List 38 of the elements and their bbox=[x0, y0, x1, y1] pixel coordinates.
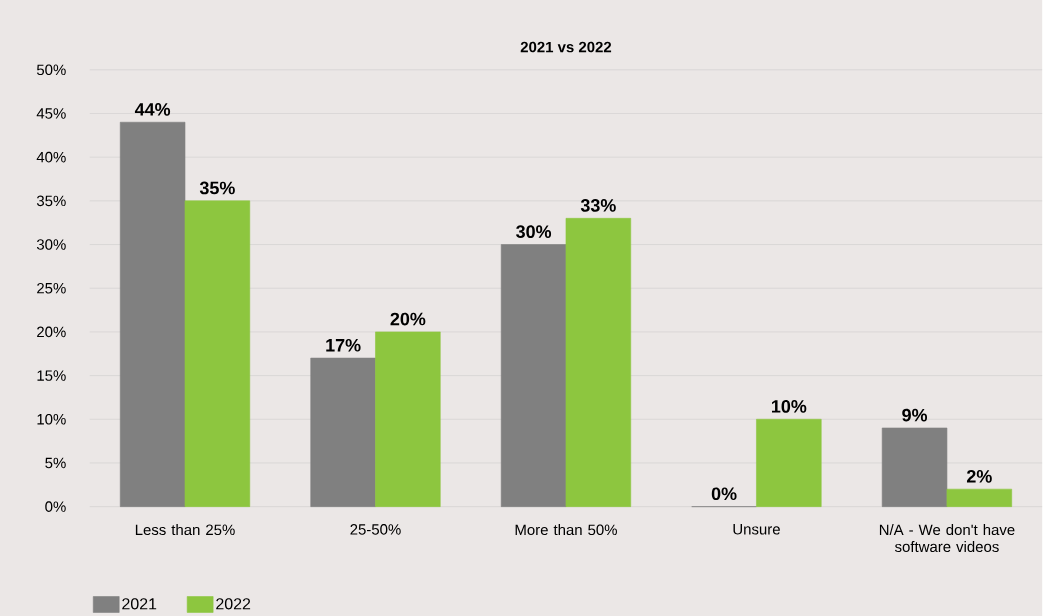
y-tick-label: 45% bbox=[36, 108, 66, 119]
x-tick-label: Less than 25% bbox=[135, 523, 235, 535]
data-label: 9% bbox=[902, 408, 928, 422]
bar bbox=[310, 357, 376, 507]
y-tick-label: 20% bbox=[37, 326, 66, 338]
legend-label: 2022 bbox=[216, 598, 251, 610]
bar bbox=[946, 488, 1013, 507]
bar bbox=[375, 331, 441, 507]
data-label: 10% bbox=[772, 399, 807, 413]
data-label: 44% bbox=[134, 102, 171, 116]
y-tick-label: 35% bbox=[36, 195, 66, 206]
x-tick-label: 25-50% bbox=[350, 523, 401, 535]
bar bbox=[119, 121, 186, 507]
x-tick-label: Unsure bbox=[733, 523, 780, 535]
data-label: 17% bbox=[326, 338, 361, 352]
y-tick-label: 30% bbox=[36, 239, 66, 250]
bar bbox=[184, 200, 251, 507]
data-label: 30% bbox=[516, 225, 552, 238]
data-label: 33% bbox=[580, 198, 616, 212]
bar bbox=[500, 244, 567, 507]
bar bbox=[881, 427, 948, 507]
legend-label: 2021 bbox=[122, 598, 157, 610]
data-label: 35% bbox=[199, 181, 235, 195]
y-tick-label: 50% bbox=[36, 64, 66, 75]
x-tick-label: More than 50% bbox=[515, 523, 617, 535]
y-tick-label: 10% bbox=[37, 413, 66, 425]
data-label: 0% bbox=[711, 487, 737, 500]
y-tick-label: 15% bbox=[37, 370, 66, 381]
x-tick-label: N/A - We don't have software videos bbox=[879, 523, 1015, 552]
bar bbox=[756, 418, 822, 507]
data-label: 20% bbox=[390, 312, 426, 326]
y-tick-label: 25% bbox=[37, 282, 66, 294]
y-tick-label: 5% bbox=[45, 457, 66, 469]
y-tick-label: 0% bbox=[45, 501, 66, 512]
chart-title: 2021 vs 2022 bbox=[520, 41, 612, 53]
data-label: 2% bbox=[966, 469, 992, 483]
y-tick-label: 40% bbox=[36, 151, 66, 163]
bar bbox=[565, 217, 632, 507]
